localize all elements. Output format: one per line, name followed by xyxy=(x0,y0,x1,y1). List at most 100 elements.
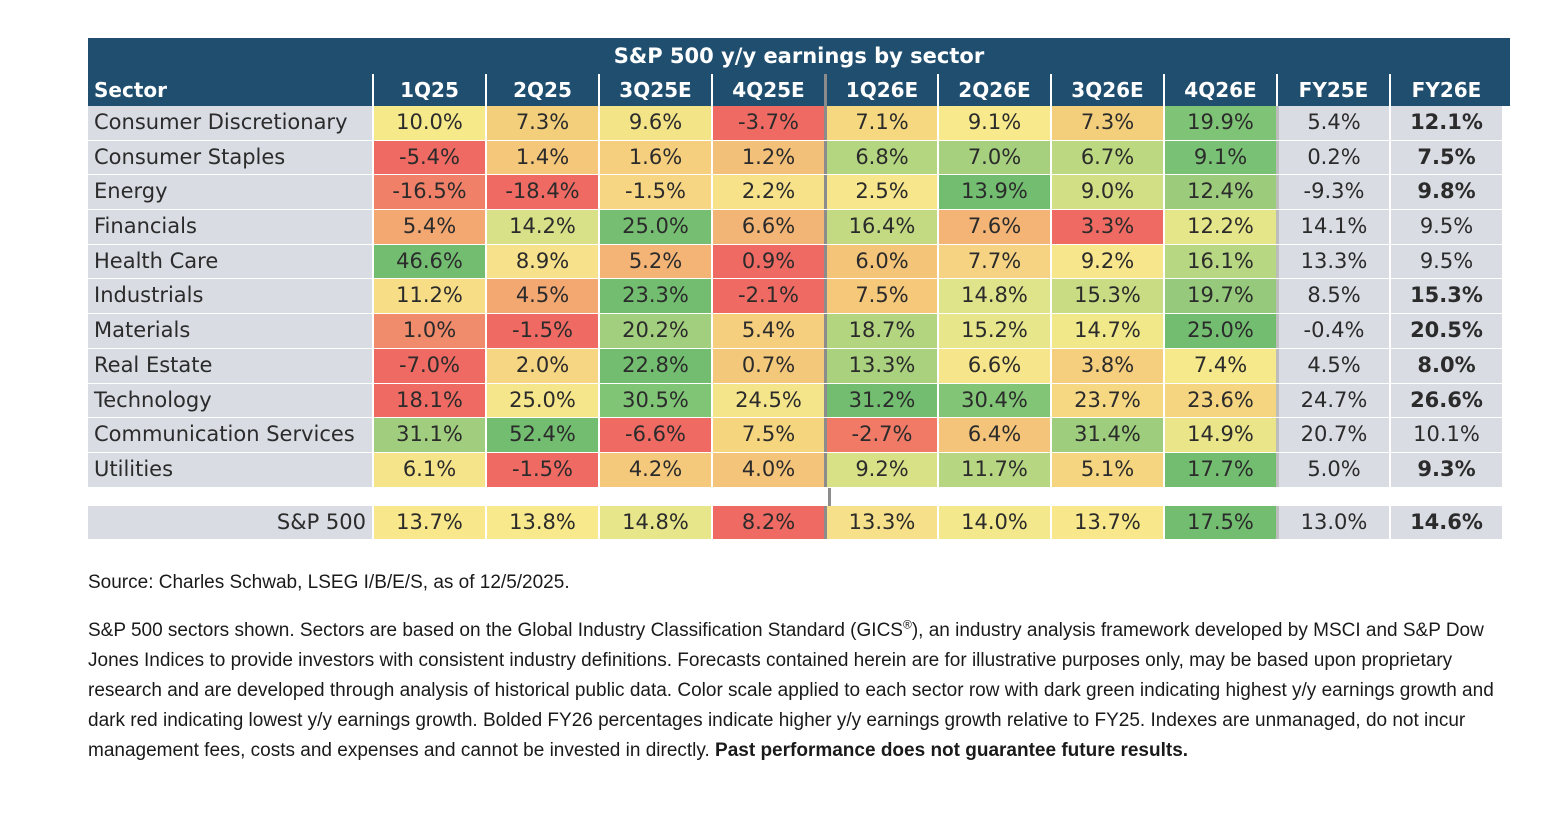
table-row: Consumer Discretionary 10.0% 7.3% 9.6% -3.7%… xyxy=(88,106,1510,141)
value-cell: 9.1% xyxy=(937,106,1050,140)
value-cell: 9.6% xyxy=(598,106,711,140)
value-cell: 7.7% xyxy=(937,244,1050,279)
value-cell: 2.0% xyxy=(485,348,598,383)
value-cell: 14.2% xyxy=(485,210,598,244)
value-cell: 14.8% xyxy=(937,279,1050,314)
table-spacer xyxy=(88,487,1510,506)
table-row: Communication Services 31.1% 52.4% -6.6% 7.5… xyxy=(88,418,1510,453)
table-row: Utilities 6.1% -1.5% 4.2% 4.0% 9.2% 11.7% 5.1% 1… xyxy=(88,452,1510,488)
value-cell: 4.2% xyxy=(598,452,711,487)
value-cell: 15.3% xyxy=(1050,279,1163,314)
sector-label: Health Care xyxy=(88,244,372,279)
fy26-cell: 26.6% xyxy=(1389,383,1502,418)
column-header: 2Q25 xyxy=(485,74,598,106)
value-cell: 5.1% xyxy=(1050,452,1163,487)
value-cell: 6.7% xyxy=(1050,140,1163,175)
sector-label: Financials xyxy=(88,210,372,244)
value-cell: 1.4% xyxy=(485,140,598,175)
value-cell: 30.5% xyxy=(598,383,711,418)
column-header: 3Q25E xyxy=(598,74,711,106)
fy26-cell: 15.3% xyxy=(1389,279,1502,314)
value-cell: 3.3% xyxy=(1050,210,1163,244)
table-title: S&P 500 y/y earnings by sector xyxy=(88,38,1510,74)
value-cell: 19.9% xyxy=(1163,106,1276,140)
table-row: Technology 18.1% 25.0% 30.5% 24.5% 31.2% 30.4%… xyxy=(88,383,1510,419)
value-cell: 7.6% xyxy=(937,210,1050,244)
value-cell: 4.0% xyxy=(711,452,824,487)
fy25-cell: 4.5% xyxy=(1276,348,1389,383)
value-cell: 20.2% xyxy=(598,314,711,348)
disclaimer-bold: Past performance does not guarantee futu… xyxy=(715,740,1189,761)
value-cell: -3.7% xyxy=(711,106,824,140)
sector-label: Real Estate xyxy=(88,348,372,383)
sector-label: Technology xyxy=(88,383,372,418)
value-cell: 22.8% xyxy=(598,348,711,383)
column-header: 1Q25 xyxy=(372,74,485,106)
value-cell: -16.5% xyxy=(372,175,485,210)
value-cell: -18.4% xyxy=(485,175,598,210)
fy25-cell: 20.7% xyxy=(1276,418,1389,452)
table-row: Consumer Staples -5.4% 1.4% 1.6% 1.2% 6.8% 7.0… xyxy=(88,140,1510,176)
value-cell: 13.9% xyxy=(937,175,1050,210)
value-cell: 4.5% xyxy=(485,279,598,314)
sector-label: Communication Services xyxy=(88,418,372,452)
value-cell: 6.8% xyxy=(824,140,937,175)
column-header: FY25E xyxy=(1276,74,1389,106)
fy26-cell: 9.8% xyxy=(1389,175,1502,210)
column-header: 1Q26E xyxy=(824,74,937,106)
value-cell: 9.0% xyxy=(1050,175,1163,210)
value-cell: 3.8% xyxy=(1050,348,1163,383)
fy25-cell: 5.4% xyxy=(1276,106,1389,140)
table-row: Industrials 11.2% 4.5% 23.3% -2.1% 7.5% 14.8% 1… xyxy=(88,279,1510,315)
value-cell: 16.1% xyxy=(1163,244,1276,279)
value-cell: 8.9% xyxy=(485,244,598,279)
source-note: Source: Charles Schwab, LSEG I/B/E/S, as… xyxy=(88,572,570,593)
value-cell: 31.4% xyxy=(1050,418,1163,452)
value-cell: -1.5% xyxy=(485,314,598,348)
value-cell: 7.5% xyxy=(711,418,824,452)
value-cell: -2.1% xyxy=(711,279,824,314)
fy26-cell: 8.0% xyxy=(1389,348,1502,383)
value-cell: 25.0% xyxy=(1163,314,1276,348)
value-cell: 13.3% xyxy=(824,505,937,540)
value-cell: 18.1% xyxy=(372,383,485,418)
value-cell: 17.5% xyxy=(1163,505,1276,540)
value-cell: 8.2% xyxy=(711,505,824,540)
value-cell: -1.5% xyxy=(485,452,598,487)
fy25-cell: 24.7% xyxy=(1276,383,1389,418)
fy26-cell: 9.5% xyxy=(1389,244,1502,279)
value-cell: 23.3% xyxy=(598,279,711,314)
table-total: S&P 500 13.7% 13.8% 14.8% 8.2% 13.3% 14.0% 13.7… xyxy=(88,505,1510,541)
value-cell: 15.2% xyxy=(937,314,1050,348)
value-cell: 0.9% xyxy=(711,244,824,279)
column-header: 4Q26E xyxy=(1163,74,1276,106)
value-cell: 2.5% xyxy=(824,175,937,210)
sector-label: Energy xyxy=(88,175,372,210)
value-cell: 6.6% xyxy=(711,210,824,244)
sector-label: Utilities xyxy=(88,452,372,487)
fy26-cell: 9.5% xyxy=(1389,210,1502,244)
fy25-cell: -0.4% xyxy=(1276,314,1389,348)
value-cell: 7.0% xyxy=(937,140,1050,175)
value-cell: 14.9% xyxy=(1163,418,1276,452)
total-row: S&P 500 13.7% 13.8% 14.8% 8.2% 13.3% 14.0% 13.7… xyxy=(88,505,1510,541)
sector-label: Consumer Staples xyxy=(88,140,372,175)
fy25-cell: 8.5% xyxy=(1276,279,1389,314)
value-cell: 5.4% xyxy=(711,314,824,348)
sector-label: Industrials xyxy=(88,279,372,314)
value-cell: 0.7% xyxy=(711,348,824,383)
value-cell: 52.4% xyxy=(485,418,598,452)
column-header: 4Q25E xyxy=(711,74,824,106)
value-cell: 9.2% xyxy=(1050,244,1163,279)
value-cell: -5.4% xyxy=(372,140,485,175)
value-cell: 5.4% xyxy=(372,210,485,244)
column-header: FY26E xyxy=(1389,74,1502,106)
notes-section: Source: Charles Schwab, LSEG I/B/E/S, as… xyxy=(88,568,1518,766)
table-row: Materials 1.0% -1.5% 20.2% 5.4% 18.7% 15.2% 14.… xyxy=(88,314,1510,349)
table-body: Consumer Discretionary 10.0% 7.3% 9.6% -3.7%… xyxy=(88,106,1510,488)
value-cell: 23.7% xyxy=(1050,383,1163,418)
value-cell: 30.4% xyxy=(937,383,1050,418)
value-cell: 9.2% xyxy=(824,452,937,487)
disclaimer-text-pre: S&P 500 sectors shown. Sectors are based… xyxy=(88,620,903,641)
fy26-cell: 20.5% xyxy=(1389,314,1502,348)
